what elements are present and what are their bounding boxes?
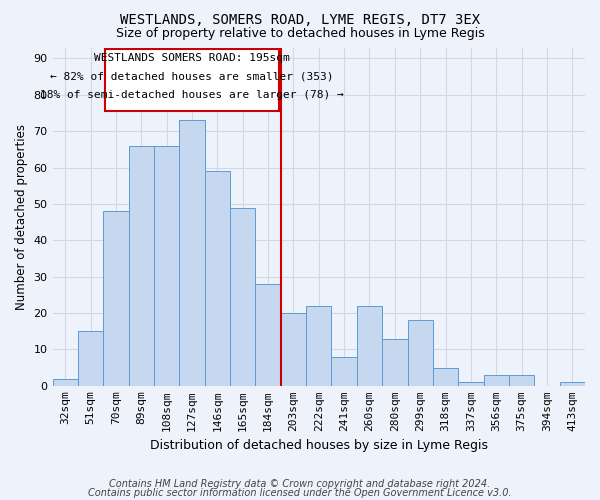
Bar xyxy=(103,211,128,386)
Bar xyxy=(382,338,407,386)
Bar xyxy=(433,368,458,386)
Bar xyxy=(407,320,433,386)
Text: Contains public sector information licensed under the Open Government Licence v3: Contains public sector information licen… xyxy=(88,488,512,498)
Text: Contains HM Land Registry data © Crown copyright and database right 2024.: Contains HM Land Registry data © Crown c… xyxy=(109,479,491,489)
Text: ← 82% of detached houses are smaller (353): ← 82% of detached houses are smaller (35… xyxy=(50,72,334,82)
Bar xyxy=(154,146,179,386)
FancyBboxPatch shape xyxy=(104,50,280,111)
Text: Size of property relative to detached houses in Lyme Regis: Size of property relative to detached ho… xyxy=(116,28,484,40)
Bar xyxy=(53,378,78,386)
Text: WESTLANDS SOMERS ROAD: 195sqm: WESTLANDS SOMERS ROAD: 195sqm xyxy=(94,53,290,63)
Y-axis label: Number of detached properties: Number of detached properties xyxy=(15,124,28,310)
Bar xyxy=(560,382,585,386)
Bar xyxy=(78,331,103,386)
X-axis label: Distribution of detached houses by size in Lyme Regis: Distribution of detached houses by size … xyxy=(150,440,488,452)
Bar xyxy=(306,306,331,386)
Bar xyxy=(484,375,509,386)
Bar xyxy=(205,171,230,386)
Text: 18% of semi-detached houses are larger (78) →: 18% of semi-detached houses are larger (… xyxy=(40,90,344,101)
Bar xyxy=(509,375,534,386)
Text: WESTLANDS, SOMERS ROAD, LYME REGIS, DT7 3EX: WESTLANDS, SOMERS ROAD, LYME REGIS, DT7 … xyxy=(120,12,480,26)
Bar xyxy=(179,120,205,386)
Bar xyxy=(331,356,357,386)
Bar xyxy=(128,146,154,386)
Bar xyxy=(281,313,306,386)
Bar xyxy=(230,208,256,386)
Bar xyxy=(357,306,382,386)
Bar xyxy=(256,284,281,386)
Bar xyxy=(458,382,484,386)
